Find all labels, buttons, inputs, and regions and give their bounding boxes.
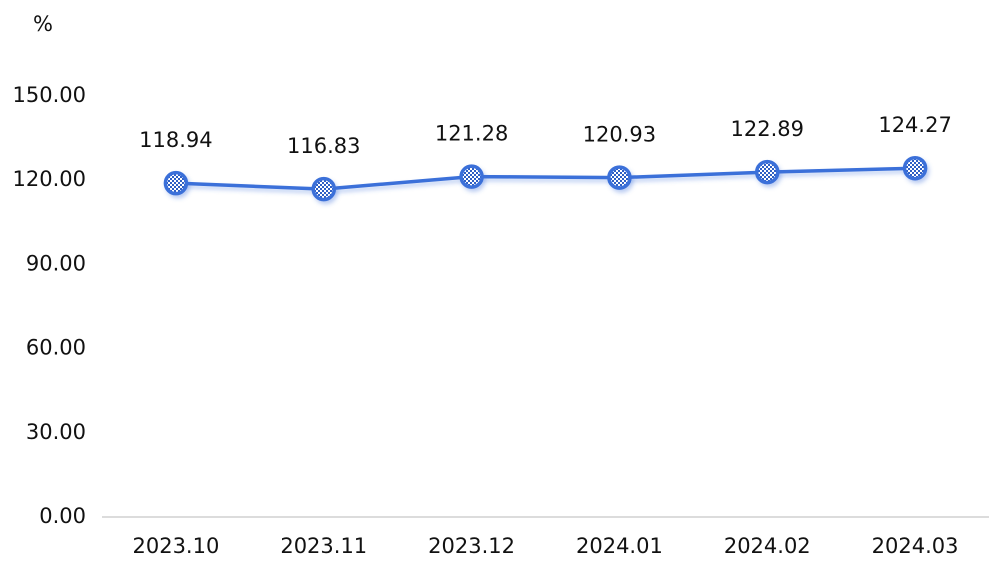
y-tick-label: 90.00 xyxy=(26,251,86,275)
x-tick-label: 2023.11 xyxy=(280,534,367,558)
y-tick-label: 120.00 xyxy=(13,167,86,191)
point xyxy=(607,165,632,190)
line xyxy=(175,166,916,191)
data-label: 120.93 xyxy=(583,123,656,147)
data-label: 116.83 xyxy=(287,134,360,158)
x-tick-label: 2024.01 xyxy=(576,534,663,558)
y-tick-label: 60.00 xyxy=(26,336,86,360)
y-axis-label: % xyxy=(33,12,53,36)
point xyxy=(755,159,780,185)
point xyxy=(163,170,189,196)
data-label: 118.94 xyxy=(139,128,212,152)
point xyxy=(311,176,336,202)
x-tick-label: 2024.03 xyxy=(872,534,959,558)
data-label: 124.27 xyxy=(878,113,951,137)
y-tick-label: 150.00 xyxy=(13,83,86,107)
point xyxy=(902,155,928,181)
y-tick-label: 30.00 xyxy=(26,420,86,444)
point xyxy=(459,164,484,189)
x-tick-label: 2023.10 xyxy=(132,534,219,558)
x-tick-label: 2023.12 xyxy=(428,534,515,558)
data-label: 121.28 xyxy=(435,122,508,146)
data-label: 122.89 xyxy=(731,117,804,141)
x-tick-label: 2024.02 xyxy=(724,534,811,558)
y-tick-label: 0.00 xyxy=(39,504,86,528)
